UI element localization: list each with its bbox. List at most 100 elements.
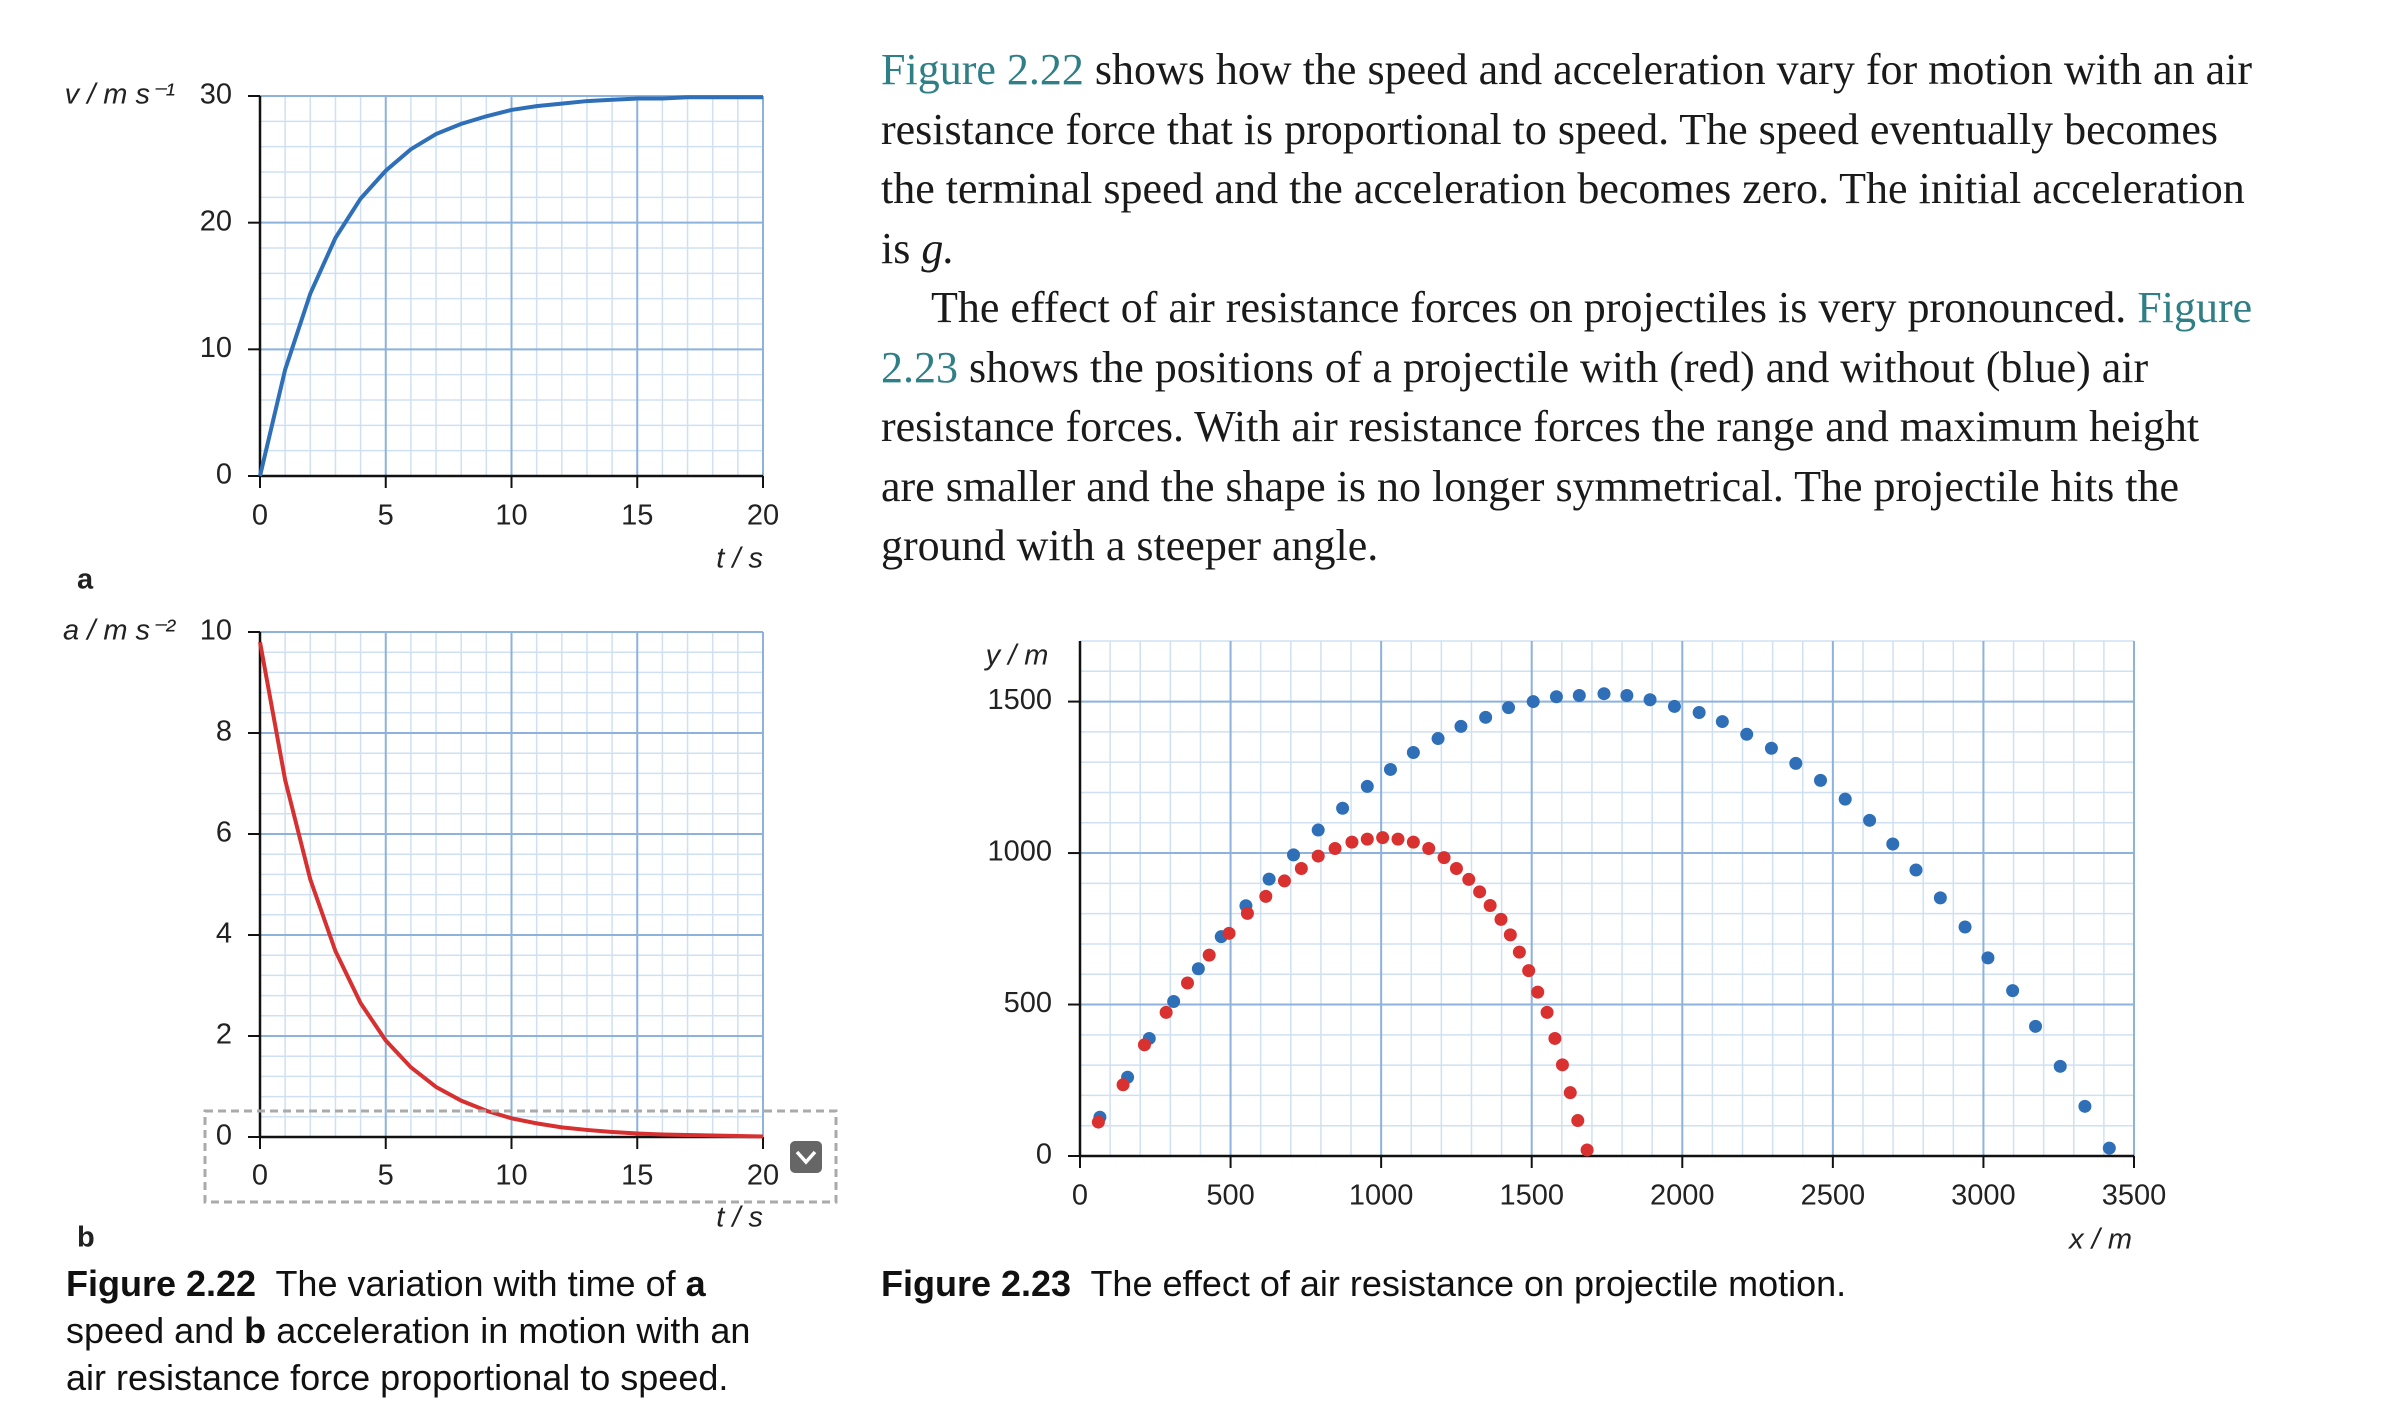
paragraph: Figure 2.22 shows how the speed and acce… xyxy=(881,40,2261,278)
data-point xyxy=(1449,862,1463,876)
data-line xyxy=(258,641,764,1139)
data-point xyxy=(1572,689,1586,703)
x-tick-label: 0 xyxy=(252,500,268,532)
paragraph: The effect of air resistance forces on p… xyxy=(881,278,2261,576)
data-point xyxy=(1503,928,1517,942)
y-tick-label: 4 xyxy=(216,918,232,950)
data-point xyxy=(1091,1115,1105,1129)
selection-box xyxy=(203,1109,838,1204)
data-point xyxy=(1406,745,1420,759)
symbol: g. xyxy=(921,223,955,273)
y-tick-label: 8 xyxy=(216,716,232,748)
y-tick-label: 2 xyxy=(216,1019,232,1051)
caption-label: Figure 2.22 xyxy=(66,1263,257,1304)
text: b xyxy=(244,1310,267,1351)
x-tick-label: 0 xyxy=(1072,1180,1088,1212)
panel-label: b xyxy=(77,1222,95,1254)
data-point xyxy=(1692,705,1706,719)
data-point xyxy=(1159,1005,1173,1019)
x-tick-label: 20 xyxy=(747,1160,779,1192)
y-tick-label: 10 xyxy=(200,332,232,364)
data-point xyxy=(1479,710,1493,724)
data-point xyxy=(1740,727,1754,741)
x-tick-label: 1500 xyxy=(1499,1180,1564,1212)
data-point xyxy=(1512,945,1526,959)
data-point xyxy=(2006,984,2020,998)
data-point xyxy=(1580,1143,1594,1157)
data-point xyxy=(1277,874,1291,888)
data-point xyxy=(1643,693,1657,707)
data-point xyxy=(1262,872,1276,886)
data-point xyxy=(1181,976,1195,990)
data-point xyxy=(1454,719,1468,733)
data-point xyxy=(1838,792,1852,806)
data-point xyxy=(1422,842,1436,856)
button-bg[interactable] xyxy=(790,1141,822,1173)
data-point xyxy=(1933,891,1947,905)
data-point xyxy=(2078,1099,2092,1113)
y-axis-label: a / m s⁻² xyxy=(63,615,176,647)
y-tick-label: 0 xyxy=(1036,1139,1052,1171)
text: shows how the speed and acceleration var… xyxy=(881,45,2252,273)
data-point xyxy=(1494,912,1508,926)
data-point xyxy=(1336,801,1350,815)
data-point xyxy=(1294,862,1308,876)
data-point xyxy=(1548,1031,1562,1045)
x-axis-label: t / s xyxy=(716,543,763,575)
chevron-icon[interactable] xyxy=(795,1150,817,1165)
data-point xyxy=(1483,898,1497,912)
data-point xyxy=(1526,695,1540,709)
text: The effect of air resistance on projecti… xyxy=(1090,1263,1847,1304)
y-tick-label: 10 xyxy=(200,615,232,647)
x-axis-label: t / s xyxy=(716,1202,763,1234)
data-point xyxy=(1191,962,1205,976)
data-point xyxy=(2029,1019,2043,1033)
data-point xyxy=(1958,920,1972,934)
x-axis-label: x / m xyxy=(2067,1224,2132,1256)
figure-ref[interactable]: Figure 2.23 xyxy=(881,283,2253,392)
data-point xyxy=(1391,832,1405,846)
caption: Figure 2.23 The effect of air resistance… xyxy=(881,1260,2281,1307)
x-tick-label: 10 xyxy=(495,500,527,532)
data-point xyxy=(1555,1058,1569,1072)
x-tick-label: 5 xyxy=(378,500,394,532)
data-point xyxy=(1406,835,1420,849)
y-tick-label: 1000 xyxy=(987,836,1052,868)
data-point xyxy=(1328,842,1342,856)
caption-label: Figure 2.23 xyxy=(881,1263,1072,1304)
data-point xyxy=(1502,701,1516,715)
data-point xyxy=(1287,848,1301,862)
text: The effect of air resistance forces on p… xyxy=(931,283,2127,332)
chevron-button[interactable] xyxy=(790,1141,822,1173)
x-tick-label: 10 xyxy=(495,1160,527,1192)
data-point xyxy=(1222,926,1236,940)
data-point xyxy=(1137,1038,1151,1052)
text: acceleration in motion with an air resis… xyxy=(66,1310,751,1398)
data-point xyxy=(1311,849,1325,863)
data-point xyxy=(1620,689,1634,703)
caption: Figure 2.22 The variation with time of a… xyxy=(66,1260,786,1401)
x-tick-label: 5 xyxy=(378,1160,394,1192)
y-tick-label: 500 xyxy=(1004,987,1052,1019)
x-tick-label: 0 xyxy=(252,1160,268,1192)
y-tick-label: 0 xyxy=(216,459,232,491)
data-point xyxy=(1360,779,1374,793)
data-point xyxy=(1549,690,1563,704)
x-tick-label: 3500 xyxy=(2102,1180,2167,1212)
data-point xyxy=(1311,823,1325,837)
y-axis-label: y / m xyxy=(984,640,1049,672)
data-line xyxy=(258,95,763,477)
data-point xyxy=(1167,995,1181,1008)
y-tick-label: 1500 xyxy=(987,684,1052,716)
data-point xyxy=(2102,1141,2116,1155)
data-point xyxy=(1437,851,1451,865)
data-point xyxy=(1814,773,1828,787)
figure-ref[interactable]: Figure 2.22 xyxy=(881,45,1084,94)
y-tick-label: 30 xyxy=(200,79,232,111)
text: a xyxy=(685,1263,706,1304)
x-tick-label: 2000 xyxy=(1650,1180,1715,1212)
data-point xyxy=(1462,872,1476,886)
data-point xyxy=(1863,813,1877,827)
